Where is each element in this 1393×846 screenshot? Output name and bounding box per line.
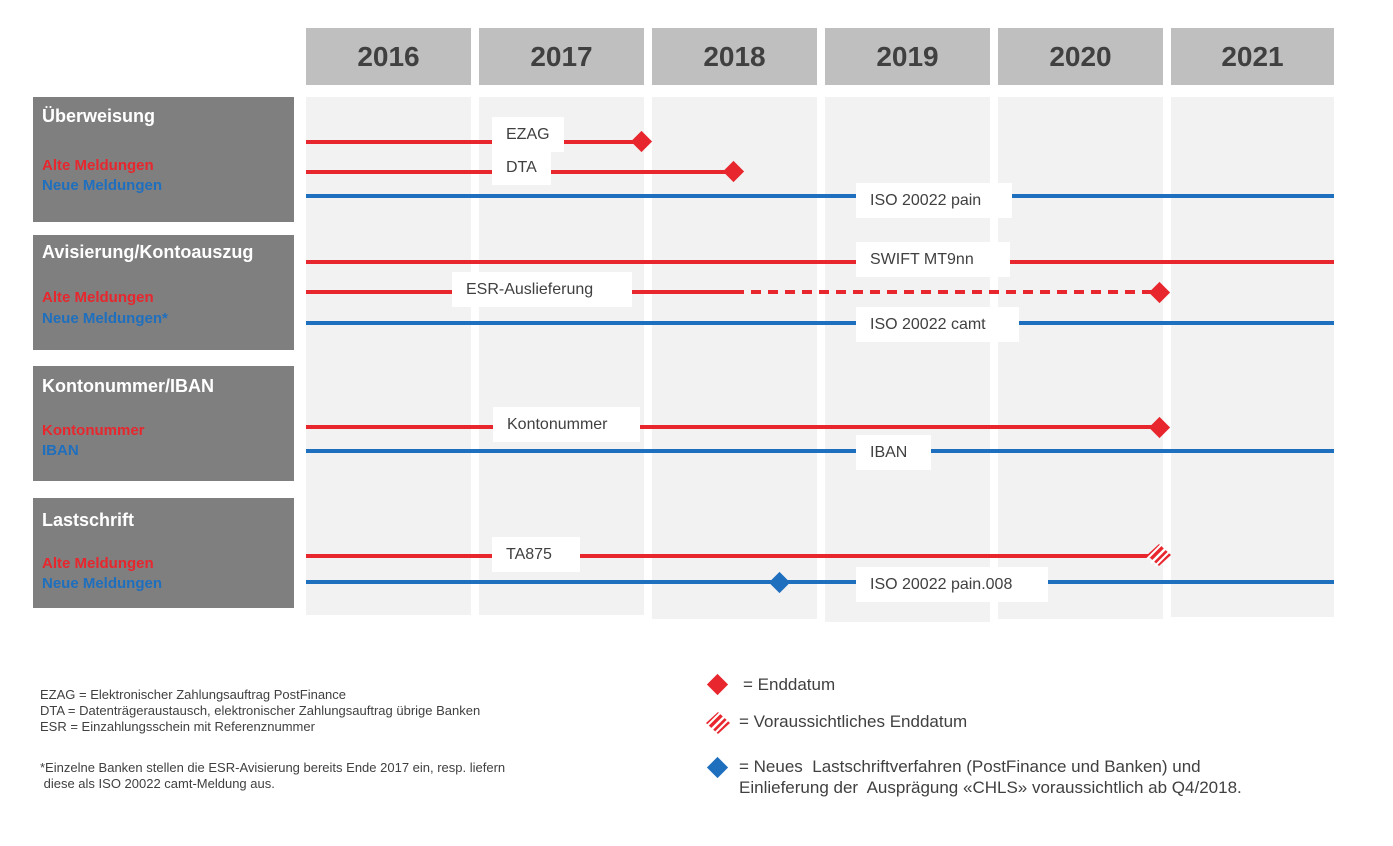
legend-new: Neue Meldungen* (42, 310, 168, 327)
year-column-2021 (1171, 97, 1334, 617)
section-ueberweisung: Überweisung Alte Meldungen Neue Meldunge… (33, 97, 294, 222)
section-title: Lastschrift (42, 510, 135, 530)
track-label-iso-pain: ISO 20022 pain (856, 183, 1012, 218)
year-column-2019 (825, 97, 990, 622)
legend-new: Neue Meldungen (42, 177, 163, 194)
track-line-kontonummer (306, 425, 1154, 429)
section-kontonummer-iban: Kontonummer/IBAN Kontonummer IBAN (33, 366, 294, 481)
legend-old: Alte Meldungen (42, 555, 154, 572)
key-new-debit-text-line2: Einlieferung der Ausprägung «CHLS» vorau… (739, 778, 1242, 797)
track-label-ta875: TA875 (492, 537, 580, 572)
key-end-date-text: = Enddatum (743, 675, 836, 694)
track-label-iban: IBAN (856, 435, 931, 470)
year-column-2020 (998, 97, 1163, 619)
key-end-date-icon (706, 673, 729, 696)
section-avisierung: Avisierung/Kontoauszug Alte Meldungen Ne… (33, 235, 294, 350)
year-header-2018: 2018 (652, 28, 817, 85)
section-title: Avisierung/Kontoauszug (42, 242, 254, 262)
footnote-dta: DTA = Datenträgeraustausch, elektronisch… (40, 703, 481, 718)
track-label-esr: ESR-Auslieferung (452, 272, 632, 307)
track-line-iso-camt (306, 321, 1334, 325)
track-line-ezag (306, 140, 642, 144)
key-new-debit-text-line1: = Neues Lastschriftverfahren (PostFinanc… (739, 757, 1201, 776)
expected-end-date-marker (1146, 543, 1172, 567)
footnote-ezag: EZAG = Elektronischer Zahlungsauftrag Po… (40, 687, 347, 702)
legend-old: Kontonummer (42, 422, 145, 439)
track-line-iso-pain008 (306, 580, 1334, 584)
section-lastschrift: Lastschrift Alte Meldungen Neue Meldunge… (33, 498, 294, 608)
section-title: Kontonummer/IBAN (42, 376, 214, 396)
track-line-iban (306, 449, 1334, 453)
footnote-note-line2: diese als ISO 20022 camt-Meldung aus. (40, 776, 275, 791)
year-header-2017: 2017 (479, 28, 644, 85)
year-header-2016: 2016 (306, 28, 471, 85)
footnote-note-line1: *Einzelne Banken stellen die ESR-Avisier… (40, 760, 506, 775)
track-line-swift (306, 260, 1334, 264)
key-new-debit-icon (706, 756, 729, 779)
legend-new: IBAN (42, 442, 79, 459)
year-column-2018 (652, 97, 817, 619)
year-column-2016 (306, 97, 471, 615)
track-line-ta875 (306, 554, 1150, 558)
footnote-esr: ESR = Einzahlungsschein mit Referenznumm… (40, 719, 315, 734)
legend-old: Alte Meldungen (42, 289, 154, 306)
year-header-2021: 2021 (1171, 28, 1334, 85)
track-label-kontonummer: Kontonummer (493, 407, 640, 442)
year-header-2020: 2020 (998, 28, 1163, 85)
track-line-esr-expected (734, 290, 1154, 294)
track-label-swift: SWIFT MT9nn (856, 242, 1010, 277)
track-label-ezag: EZAG (492, 117, 564, 152)
track-label-dta: DTA (492, 150, 551, 185)
legend-old: Alte Meldungen (42, 157, 154, 174)
key-expected-end-date-icon (705, 711, 731, 735)
section-title: Überweisung (42, 106, 156, 126)
legend-new: Neue Meldungen (42, 575, 163, 592)
track-line-iso-pain (306, 194, 1334, 198)
year-header-2019: 2019 (825, 28, 990, 85)
key-expected-end-date-text: = Voraussichtliches Enddatum (739, 712, 968, 731)
track-label-iso-camt: ISO 20022 camt (856, 307, 1019, 342)
track-label-iso-pain008: ISO 20022 pain.008 (856, 567, 1048, 602)
